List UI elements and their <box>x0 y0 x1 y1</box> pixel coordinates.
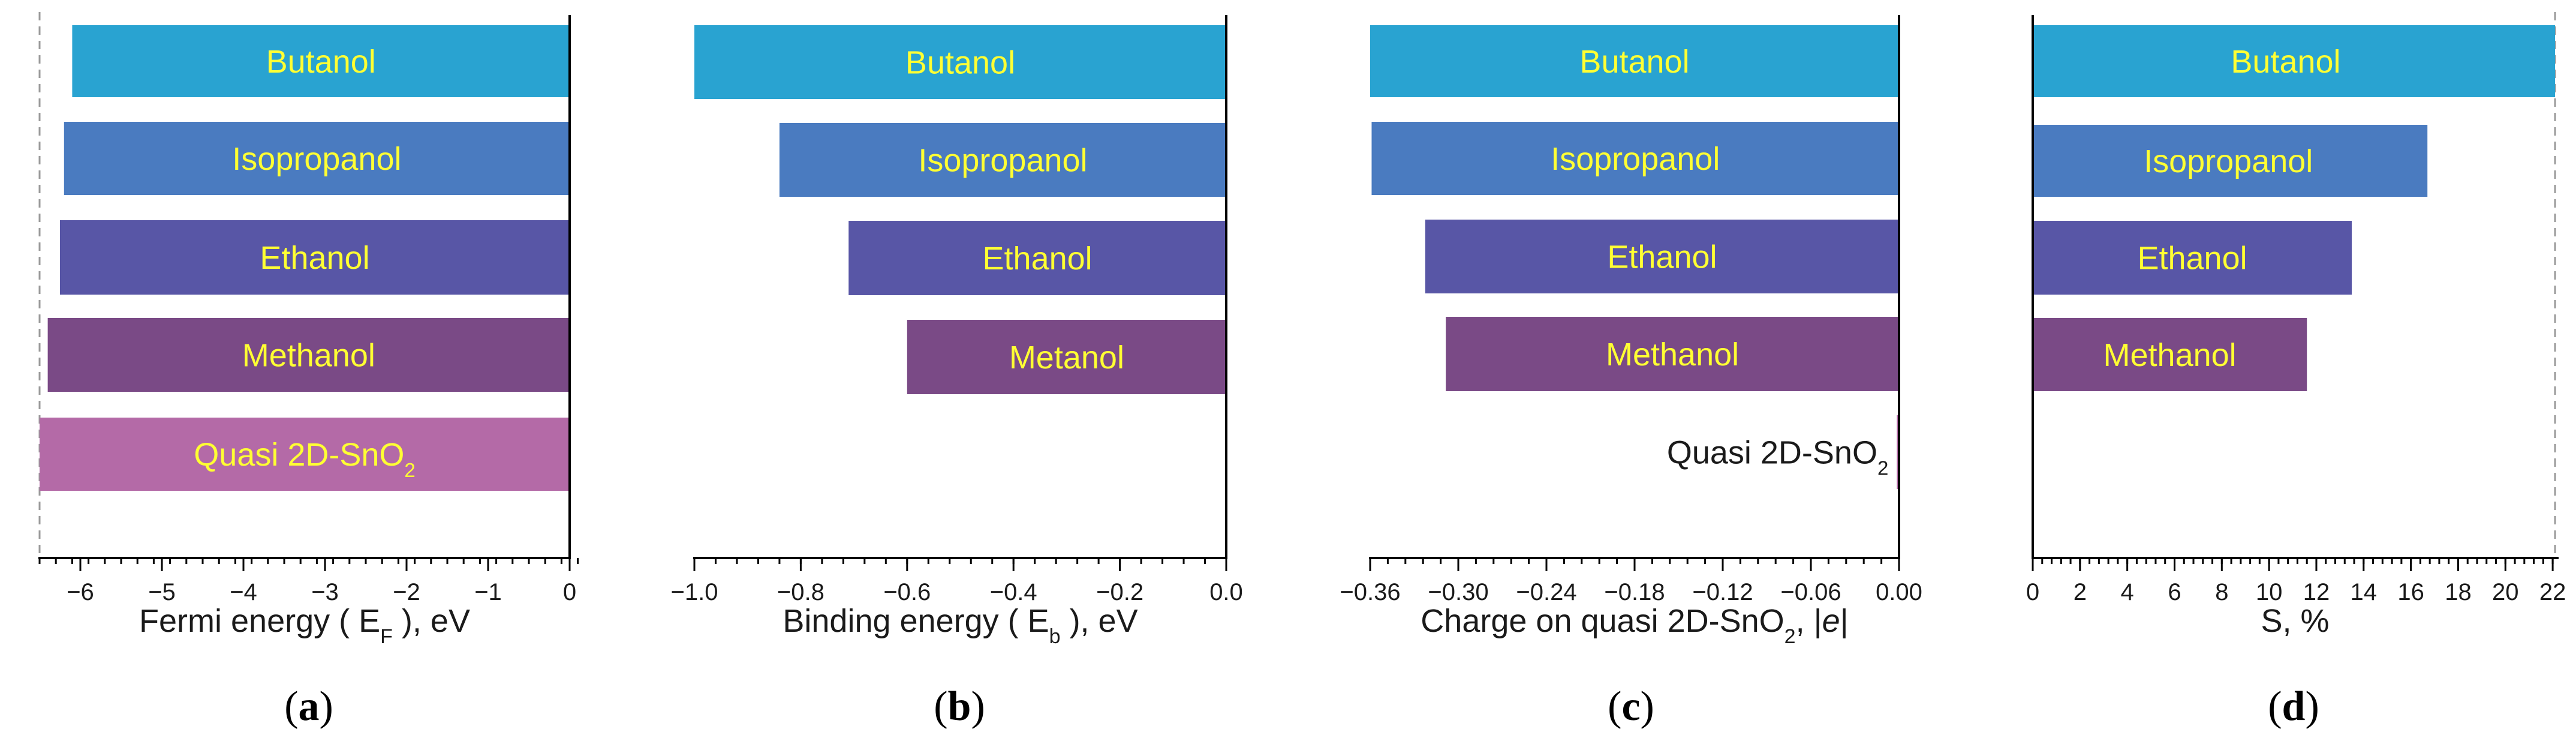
x-tick-label: −0.4 <box>990 579 1037 605</box>
x-tick-label: 22 <box>2539 579 2566 605</box>
panel-d-sensitivity-chart: Butanol Isopropanol Ethanol Methanol 0 2 4 6 8 10… <box>2026 12 2566 730</box>
bar-label-methanol: Methanol <box>242 338 375 374</box>
x-axis-label: Fermi energy ( EF ), eV <box>139 603 470 648</box>
x-tick-label: 14 <box>2351 579 2378 605</box>
bar-butanol <box>1370 25 1899 97</box>
x-tick-label: −1 <box>474 579 502 605</box>
bar-butanol <box>72 25 570 97</box>
x-tick-label: −5 <box>148 579 176 605</box>
x-tick-label: −0.36 <box>1340 579 1400 605</box>
panel-b-binding-energy-chart: Butanol Isopropanol Ethanol Metanol −1.0 −0.8… <box>671 15 1243 730</box>
bar-label-ethanol: Ethanol <box>1607 239 1717 275</box>
x-tick-label: −3 <box>311 579 339 605</box>
bar-isopropanol <box>64 122 570 195</box>
bar-methanol <box>2033 318 2307 391</box>
x-tick-label: 0.00 <box>1876 579 1922 605</box>
bar-label-isopropanol: Isopropanol <box>2144 143 2313 179</box>
x-tick-label: 16 <box>2397 579 2424 605</box>
x-tick-label: −0.18 <box>1604 579 1665 605</box>
panel-a-fermi-energy-chart: Butanol Isopropanol Ethanol Methanol Quasi 2… <box>38 12 579 730</box>
panel-letter-b: (b) <box>934 683 985 730</box>
x-tick-label: 4 <box>2121 579 2134 605</box>
bar-ethanol <box>1425 220 1899 293</box>
x-tick-label: 0 <box>2026 579 2039 605</box>
panel-letter-d: (d) <box>2268 683 2319 730</box>
bar-ethanol <box>848 221 1226 295</box>
panel-c-charge-chart: Butanol Isopropanol Ethanol Methanol Quasi 2… <box>1340 15 1922 730</box>
x-tick-label: −6 <box>67 579 94 605</box>
x-tick-label: −1.0 <box>671 579 718 605</box>
x-axis-label: S, % <box>2261 603 2329 639</box>
x-tick-label: 8 <box>2215 579 2228 605</box>
bar-methanol <box>1446 317 1899 391</box>
x-tick-label: 20 <box>2492 579 2519 605</box>
bar-label-quasi-2d-sno2: Quasi 2D-SnO2 <box>1667 435 1889 479</box>
x-tick-label: −0.24 <box>1516 579 1576 605</box>
bar-label-ethanol: Ethanol <box>2137 241 2247 277</box>
x-tick-label: 0.0 <box>1209 579 1243 605</box>
bar-label-butanol: Butanol <box>1579 44 1689 80</box>
x-tick-label: 10 <box>2256 579 2283 605</box>
bar-label-methanol: Methanol <box>1606 337 1739 373</box>
bar-label-ethanol: Ethanol <box>260 240 369 276</box>
bar-isopropanol <box>1371 122 1899 195</box>
bar-label-metanol: Metanol <box>1009 340 1124 376</box>
bar-label-isopropanol: Isopropanol <box>1551 141 1720 177</box>
x-tick-label: −0.2 <box>1096 579 1143 605</box>
bar-quasi-2d-sno2 <box>40 418 570 491</box>
bar-label-quasi-2d-sno2: Quasi 2D-SnO2 <box>194 437 416 481</box>
x-tick-label: 12 <box>2303 579 2330 605</box>
x-axis-label: Charge on quasi 2D-SnO2, |e| <box>1421 603 1848 648</box>
x-tick-label: 6 <box>2168 579 2181 605</box>
x-axis-label: Binding energy ( Eb ), eV <box>783 603 1137 648</box>
bar-label-butanol: Butanol <box>905 45 1015 81</box>
bar-isopropanol <box>2033 125 2428 197</box>
bar-label-isopropanol: Isopropanol <box>918 143 1087 179</box>
x-tick-label: −0.30 <box>1428 579 1488 605</box>
x-tick-label: −0.06 <box>1780 579 1841 605</box>
x-tick-label: −2 <box>393 579 420 605</box>
x-tick-label: −0.6 <box>883 579 931 605</box>
x-tick-label: 2 <box>2074 579 2087 605</box>
x-tick-label: −4 <box>230 579 257 605</box>
panel-letter-c: (c) <box>1608 683 1654 730</box>
bar-label-butanol: Butanol <box>2231 44 2340 80</box>
bar-label-ethanol: Ethanol <box>983 241 1093 277</box>
bar-isopropanol <box>779 123 1226 197</box>
bar-ethanol <box>2033 221 2352 295</box>
bar-butanol <box>694 25 1226 99</box>
bar-label-butanol: Butanol <box>266 44 376 80</box>
bar-ethanol <box>60 220 570 295</box>
bar-butanol <box>2033 25 2556 97</box>
x-tick-label: −0.12 <box>1692 579 1753 605</box>
x-tick-label: −0.8 <box>777 579 824 605</box>
bar-label-methanol: Methanol <box>2103 337 2237 373</box>
bar-metanol <box>907 320 1226 394</box>
bar-methanol <box>47 318 570 392</box>
bar-label-isopropanol: Isopropanol <box>232 141 401 177</box>
x-tick-label: 0 <box>563 579 576 605</box>
x-tick-label: 18 <box>2445 579 2472 605</box>
panel-letter-a: (a) <box>284 683 333 730</box>
